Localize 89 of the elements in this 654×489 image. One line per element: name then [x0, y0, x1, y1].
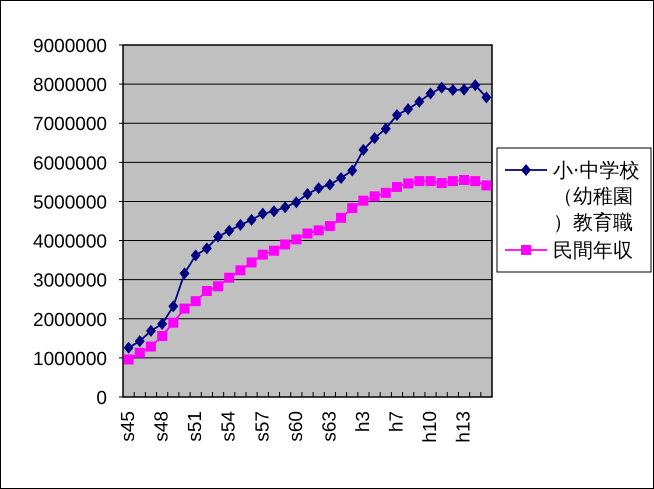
y-tick-label: 9000000: [33, 36, 107, 57]
y-tick-label: 3000000: [33, 270, 107, 292]
x-tick-label: h3: [352, 411, 374, 432]
point: [459, 174, 470, 185]
point: [414, 176, 424, 186]
point: [324, 178, 335, 191]
point: [403, 178, 414, 188]
point: [314, 182, 324, 194]
point: [448, 176, 458, 186]
legend-label: 小·中学校（幼稚園）教育職: [553, 158, 640, 234]
y-tick-label: 4000000: [33, 232, 107, 253]
legend-label: 民間年収: [553, 238, 633, 262]
point: [180, 267, 190, 280]
point: [180, 304, 190, 314]
point: [157, 330, 168, 341]
point: [370, 132, 380, 144]
point: [436, 82, 447, 94]
point: [268, 246, 279, 256]
point: [213, 230, 224, 243]
point: [380, 188, 391, 198]
y-tick-label: 6000000: [33, 153, 107, 174]
point: [459, 84, 470, 96]
point: [124, 354, 134, 364]
point: [336, 172, 346, 184]
point: [246, 214, 257, 226]
x-tick-label: s45: [118, 411, 140, 442]
point: [291, 196, 302, 208]
point: [426, 88, 436, 100]
point: [392, 109, 402, 122]
point: [392, 182, 402, 192]
point: [302, 188, 312, 200]
point: [336, 212, 346, 223]
point: [124, 342, 134, 354]
x-tick-label: s63: [319, 411, 340, 442]
point: [224, 272, 234, 283]
point: [347, 164, 358, 177]
x-tick-label: s57: [252, 411, 274, 442]
point: [190, 296, 201, 306]
point: [280, 239, 290, 250]
x-tick-label: h13: [454, 411, 475, 443]
point: [414, 96, 424, 108]
x-tick-label: s48: [152, 411, 173, 442]
x-tick-label: h7: [386, 411, 408, 432]
y-tick-label: 2000000: [33, 310, 107, 331]
point: [202, 242, 212, 254]
point: [358, 196, 368, 206]
point: [268, 205, 279, 218]
point: [224, 224, 234, 237]
point: [302, 228, 312, 239]
point: [481, 91, 492, 104]
point: [146, 342, 156, 352]
point: [448, 84, 458, 96]
y-tick-label: 5000000: [33, 192, 107, 214]
point: [190, 249, 201, 262]
point: [470, 176, 480, 186]
point: [246, 257, 257, 268]
point: [235, 265, 246, 276]
point: [146, 324, 156, 337]
point: [235, 218, 246, 231]
x-tick-label: h10: [420, 411, 441, 443]
point: [157, 318, 168, 330]
point: [213, 281, 224, 292]
point: [380, 122, 391, 135]
point: [168, 300, 178, 312]
point: [347, 203, 358, 214]
point: [324, 221, 335, 232]
point: [258, 250, 268, 260]
point: [436, 178, 447, 188]
x-tick-label: s54: [218, 410, 240, 442]
point: [481, 180, 492, 190]
point: [358, 144, 368, 156]
point: [426, 176, 436, 186]
y-tick-label: 7000000: [33, 114, 107, 136]
point: [168, 318, 178, 328]
point: [403, 103, 414, 116]
point: [258, 208, 268, 220]
point: [370, 191, 380, 202]
point: [291, 234, 302, 244]
x-tick-label: s60: [286, 411, 307, 442]
y-tick-label: 8000000: [33, 75, 107, 96]
x-tick-label: s51: [185, 411, 206, 442]
point: [280, 201, 290, 214]
point: [134, 348, 145, 358]
point: [134, 335, 145, 348]
y-tick-label: 1000000: [33, 348, 107, 370]
point: [470, 79, 480, 92]
point: [202, 286, 212, 296]
y-tick-label: 0: [96, 388, 107, 409]
point: [314, 225, 324, 236]
